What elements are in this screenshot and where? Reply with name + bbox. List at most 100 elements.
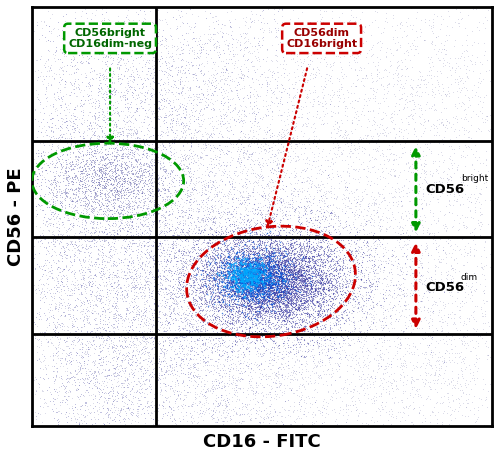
Point xyxy=(357,261,365,268)
Point xyxy=(334,282,342,289)
Point xyxy=(181,122,189,130)
Point xyxy=(41,328,49,335)
Point xyxy=(250,85,258,93)
Point xyxy=(298,255,306,262)
Point xyxy=(334,258,342,265)
Point xyxy=(71,190,79,197)
Point xyxy=(223,256,231,263)
Point xyxy=(85,161,93,168)
Point xyxy=(216,50,224,58)
Point xyxy=(79,280,87,287)
Point xyxy=(298,326,306,333)
Point xyxy=(268,267,276,275)
Point xyxy=(452,324,460,331)
Point xyxy=(44,268,52,276)
Point xyxy=(122,306,130,314)
Point xyxy=(276,272,284,279)
Point xyxy=(252,122,260,130)
Point xyxy=(94,164,102,172)
Point xyxy=(282,255,290,262)
Point xyxy=(320,395,328,403)
Point xyxy=(204,193,212,201)
Point xyxy=(104,34,112,41)
Point xyxy=(253,257,261,265)
Point xyxy=(220,336,228,343)
Point xyxy=(121,255,129,262)
Point xyxy=(212,269,220,277)
Point xyxy=(426,288,434,295)
Point xyxy=(154,179,162,186)
Point xyxy=(338,307,346,315)
Point xyxy=(287,265,295,273)
Point xyxy=(238,277,246,284)
Point xyxy=(410,309,418,316)
Point xyxy=(440,224,448,231)
Point xyxy=(95,102,103,109)
Point xyxy=(260,253,268,261)
Point xyxy=(124,147,132,155)
Point xyxy=(274,245,282,252)
Point xyxy=(286,295,294,302)
Point xyxy=(236,294,244,301)
Point xyxy=(475,395,483,402)
Point xyxy=(278,288,285,295)
Point xyxy=(343,249,351,256)
Point xyxy=(244,305,252,312)
Point xyxy=(221,268,229,275)
Point xyxy=(446,172,454,179)
Point xyxy=(64,137,72,145)
Point xyxy=(251,228,259,235)
Point xyxy=(240,265,248,273)
Point xyxy=(271,241,279,249)
Point xyxy=(259,335,267,343)
Point xyxy=(141,177,149,185)
Point xyxy=(103,234,111,241)
Point xyxy=(70,222,78,229)
Point xyxy=(390,398,398,405)
Point xyxy=(60,223,68,230)
Point xyxy=(180,217,188,224)
Point xyxy=(76,376,84,383)
Point xyxy=(251,259,259,266)
Point xyxy=(270,202,278,210)
Point xyxy=(239,333,247,340)
Point xyxy=(118,93,126,100)
Point xyxy=(110,346,118,354)
Point xyxy=(279,253,287,261)
Point xyxy=(264,298,272,305)
Point xyxy=(314,269,322,276)
Point xyxy=(280,134,288,142)
Point xyxy=(185,111,193,118)
Point xyxy=(249,286,257,294)
Point xyxy=(400,233,408,240)
Point xyxy=(188,304,196,311)
Point xyxy=(344,61,352,68)
Point xyxy=(272,273,280,280)
Point xyxy=(124,81,132,88)
Point xyxy=(162,167,170,174)
Point xyxy=(250,52,258,60)
Point xyxy=(250,298,258,305)
Point xyxy=(391,351,399,359)
Point xyxy=(67,286,75,293)
Point xyxy=(348,34,356,42)
Point xyxy=(267,270,275,277)
Point xyxy=(289,147,297,155)
Point xyxy=(131,316,139,323)
Point xyxy=(52,251,60,258)
Point xyxy=(302,242,310,250)
Point xyxy=(66,162,74,169)
Point xyxy=(154,257,162,264)
Point xyxy=(290,292,298,299)
Point xyxy=(214,287,222,294)
Point xyxy=(438,318,446,325)
Point xyxy=(119,274,127,281)
Point xyxy=(320,336,328,344)
Point xyxy=(170,406,177,414)
Point xyxy=(274,100,282,107)
Point xyxy=(371,200,379,207)
Point xyxy=(282,266,290,273)
Point xyxy=(326,354,334,361)
Point xyxy=(146,185,154,192)
Point xyxy=(93,287,101,294)
